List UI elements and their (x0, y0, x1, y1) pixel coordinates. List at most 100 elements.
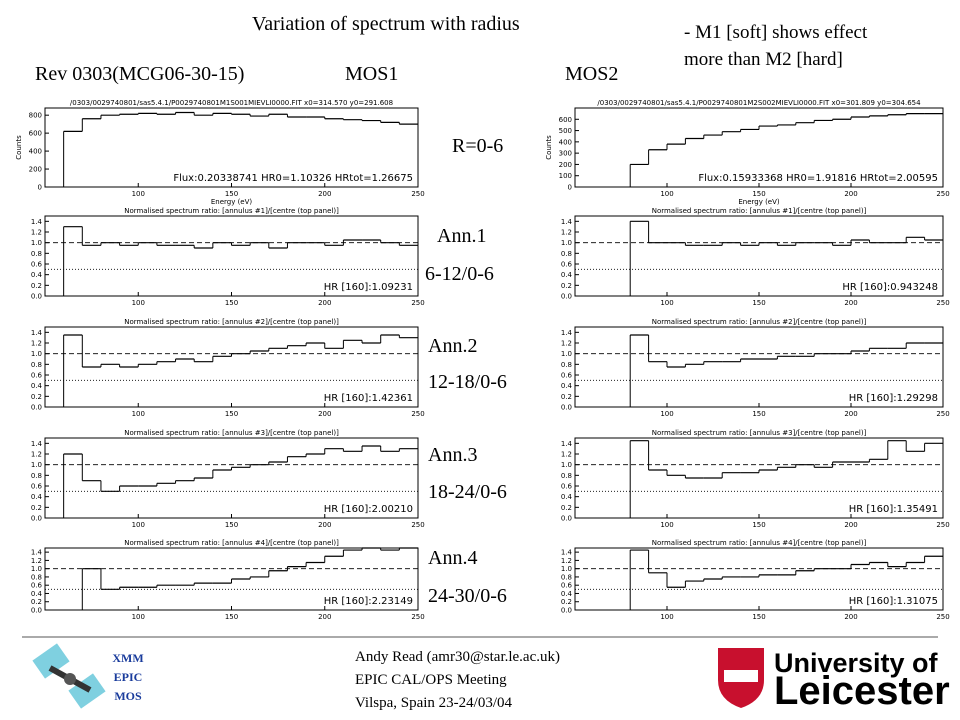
panel-annotation: Flux:0.20338741 HR0=1.10326 HRtot=1.2667… (173, 173, 413, 184)
y-tick-label: 0.0 (561, 607, 572, 615)
y-tick-label: 1.4 (31, 549, 43, 557)
y-tick-label: 0.6 (31, 483, 43, 491)
y-axis-label: Counts (545, 135, 553, 160)
y-tick-label: 0.8 (561, 573, 572, 581)
y-tick-label: 0.4 (31, 382, 43, 390)
y-tick-label: 0.8 (31, 361, 42, 369)
x-tick-label: 100 (132, 410, 145, 418)
x-tick-label: 250 (936, 521, 949, 529)
y-tick-label: 1.4 (31, 329, 43, 337)
y-tick-label: 0.0 (561, 293, 572, 301)
panel-header: Normalised spectrum ratio: [annulus #2]/… (652, 318, 867, 326)
y-tick-label: 1.2 (561, 557, 572, 565)
y-tick-label: 0.2 (31, 393, 42, 401)
y-tick-label: 1.0 (31, 350, 42, 358)
x-tick-label: 150 (225, 190, 238, 198)
x-tick-label: 200 (318, 521, 331, 529)
x-tick-label: 150 (752, 613, 765, 621)
y-tick-label: 0.4 (31, 590, 43, 598)
x-tick-label: 250 (936, 613, 949, 621)
slide-title: Variation of spectrum with radius (252, 13, 520, 35)
y-tick-label: 0.6 (561, 582, 573, 590)
y-tick-label: 1.0 (31, 461, 42, 469)
y-tick-label: 1.2 (31, 557, 42, 565)
panel-annotation: Flux:0.15933368 HR0=1.91816 HRtot=2.0059… (698, 173, 938, 184)
y-tick-label: 0.8 (561, 472, 572, 480)
panel-annotation: HR [160]:1.09231 (324, 282, 413, 293)
y-tick-label: 0.0 (31, 607, 42, 615)
x-tick-label: 100 (132, 299, 145, 307)
x-tick-label: 150 (225, 521, 238, 529)
y-tick-label: 0.8 (561, 361, 572, 369)
y-tick-label: 0.6 (31, 582, 43, 590)
y-tick-label: 0.6 (31, 261, 43, 269)
logo-text: EPIC (114, 670, 143, 684)
y-tick-label: 600 (29, 130, 42, 138)
footer-line: Vilspa, Spain 23-24/03/04 (355, 695, 513, 711)
rev-label: Rev 0303(MCG06-30-15) (35, 63, 244, 85)
row-ratio: 18-24/0-6 (428, 481, 507, 503)
y-tick-label: 600 (559, 116, 572, 124)
panel-header: Normalised spectrum ratio: [annulus #4]/… (652, 539, 867, 547)
panel-header: Normalised spectrum ratio: [annulus #4]/… (124, 539, 339, 547)
row-label: Ann.1 (437, 225, 486, 247)
x-tick-label: 150 (225, 410, 238, 418)
y-tick-label: 1.2 (561, 229, 572, 237)
logo-text: MOS (114, 689, 142, 703)
y-tick-label: 1.4 (561, 440, 573, 448)
x-tick-label: 250 (411, 613, 424, 621)
row-ratio: 12-18/0-6 (428, 371, 507, 393)
panel-header: /0303/0029740801/sas5.4.1/P0029740801M1S… (70, 99, 393, 107)
row-label: Ann.3 (428, 444, 477, 466)
panel-header: Normalised spectrum ratio: [annulus #3]/… (652, 429, 867, 437)
y-tick-label: 1.4 (561, 218, 573, 226)
panel-header: /0303/0029740801/sas5.4.1/P0029740801M2S… (597, 99, 921, 107)
university-shield (718, 648, 764, 708)
y-tick-label: 0.4 (31, 493, 43, 501)
panel-header: Normalised spectrum ratio: [annulus #3]/… (124, 429, 339, 437)
y-tick-label: 0.2 (561, 282, 572, 290)
x-tick-label: 200 (844, 190, 857, 198)
row-label: Ann.4 (428, 547, 477, 569)
y-tick-label: 0.6 (561, 372, 573, 380)
x-tick-label: 250 (936, 190, 949, 198)
x-tick-label: 100 (132, 613, 145, 621)
y-tick-label: 1.4 (31, 218, 43, 226)
y-tick-label: 0.0 (31, 515, 42, 523)
x-tick-label: 200 (844, 613, 857, 621)
y-tick-label: 0.4 (561, 271, 573, 279)
x-tick-label: 200 (318, 299, 331, 307)
y-tick-label: 1.2 (31, 451, 42, 459)
x-tick-label: 250 (411, 299, 424, 307)
y-tick-label: 0.6 (31, 372, 43, 380)
y-tick-label: 200 (29, 166, 42, 174)
y-tick-label: 0.8 (31, 250, 42, 258)
x-tick-label: 250 (411, 410, 424, 418)
row-label: Ann.2 (428, 335, 477, 357)
x-tick-label: 250 (411, 190, 424, 198)
footer-line: Andy Read (amr30@star.le.ac.uk) (355, 649, 560, 665)
y-tick-label: 1.2 (31, 229, 42, 237)
y-tick-label: 1.0 (561, 565, 572, 573)
x-tick-label: 150 (752, 521, 765, 529)
y-tick-label: 0.8 (31, 573, 42, 581)
y-tick-label: 400 (559, 138, 572, 146)
x-tick-label: 200 (844, 521, 857, 529)
y-tick-label: 0.2 (561, 598, 572, 606)
y-tick-label: 1.4 (561, 549, 573, 557)
y-tick-label: 0.8 (561, 250, 572, 258)
x-tick-label: 250 (411, 521, 424, 529)
y-tick-label: 1.4 (31, 440, 43, 448)
panel-annotation: HR [160]:1.35491 (849, 504, 938, 515)
y-tick-label: 400 (29, 148, 42, 156)
y-tick-label: 0.2 (561, 393, 572, 401)
y-tick-label: 1.2 (561, 340, 572, 348)
x-tick-label: 100 (660, 190, 673, 198)
y-tick-label: 0.0 (31, 404, 42, 412)
university-name: Leicester (774, 669, 950, 713)
x-tick-label: 200 (318, 410, 331, 418)
y-tick-label: 300 (559, 150, 572, 158)
x-tick-label: 100 (660, 410, 673, 418)
